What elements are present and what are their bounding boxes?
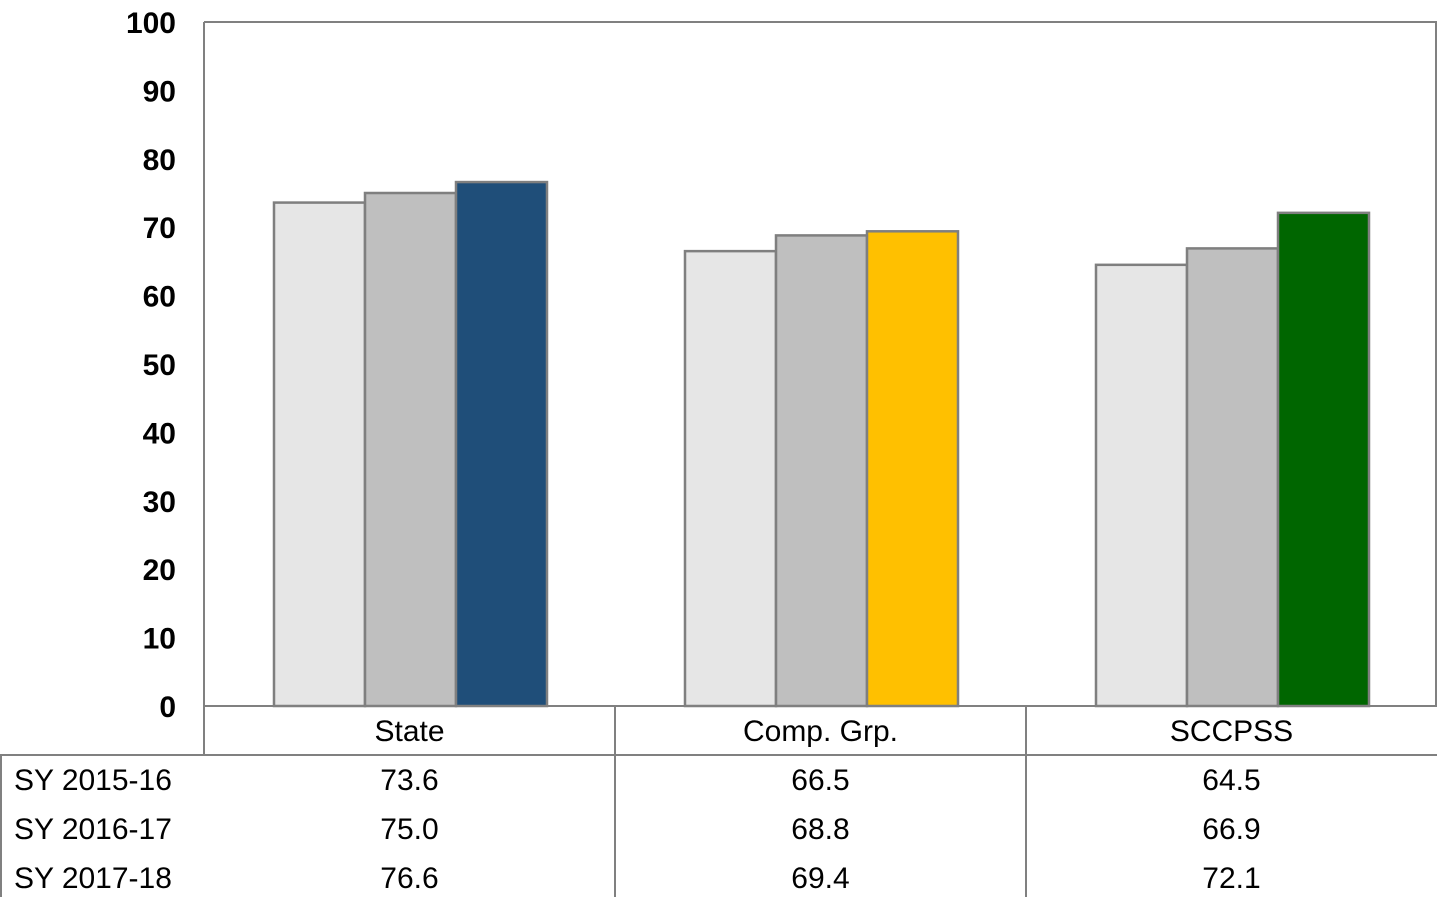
- legend-row-label: SY 2016-17: [14, 813, 172, 846]
- legend-row-label: SY 2015-16: [14, 764, 172, 797]
- data-label: 64.5: [1202, 764, 1260, 797]
- bar-1-0: [683, 249, 778, 708]
- y-tick-label: 50: [143, 349, 176, 382]
- y-axis-ticks: 0 10 20 30 40 50 60 70 80 90 100: [126, 7, 176, 724]
- y-tick-label: 10: [143, 623, 176, 656]
- y-tick-label: 100: [126, 7, 176, 40]
- y-tick-label: 0: [159, 691, 176, 724]
- y-tick-label: 90: [143, 75, 176, 108]
- data-label: 75.0: [380, 813, 438, 846]
- y-tick-label: 40: [143, 417, 176, 450]
- bar-0-0: [272, 201, 367, 708]
- axes-layer: [203, 21, 1437, 755]
- y-tick-label: 70: [143, 212, 176, 245]
- data-label: 69.4: [791, 862, 849, 895]
- bars-layer: [272, 180, 1371, 708]
- data-label: 73.6: [380, 764, 438, 797]
- y-tick-label: 60: [143, 281, 176, 314]
- legend-row-label: SY 2017-18: [14, 862, 172, 895]
- bar-2-0: [1094, 263, 1189, 708]
- x-tick-label: State: [374, 715, 444, 748]
- data-label: 72.1: [1202, 862, 1260, 895]
- data-label: 66.5: [791, 764, 849, 797]
- bar-2-1: [1185, 247, 1280, 708]
- y-tick-label: 30: [143, 486, 176, 519]
- x-tick-label: SCCPSS: [1170, 715, 1293, 748]
- bar-0-1: [363, 191, 458, 708]
- y-tick-label: 20: [143, 554, 176, 587]
- bar-1-2: [865, 230, 960, 708]
- data-table: State Comp. Grp. SCCPSS SY 2015-16 73.6 66.5 6…: [0, 706, 1437, 897]
- data-label: 66.9: [1202, 813, 1260, 846]
- data-label: 76.6: [380, 862, 438, 895]
- y-tick-label: 80: [143, 144, 176, 177]
- bar-0-2: [454, 180, 549, 708]
- bar-1-1: [774, 234, 869, 708]
- x-tick-label: Comp. Grp.: [743, 715, 898, 748]
- bar-2-2: [1276, 211, 1371, 708]
- data-label: 68.8: [791, 813, 849, 846]
